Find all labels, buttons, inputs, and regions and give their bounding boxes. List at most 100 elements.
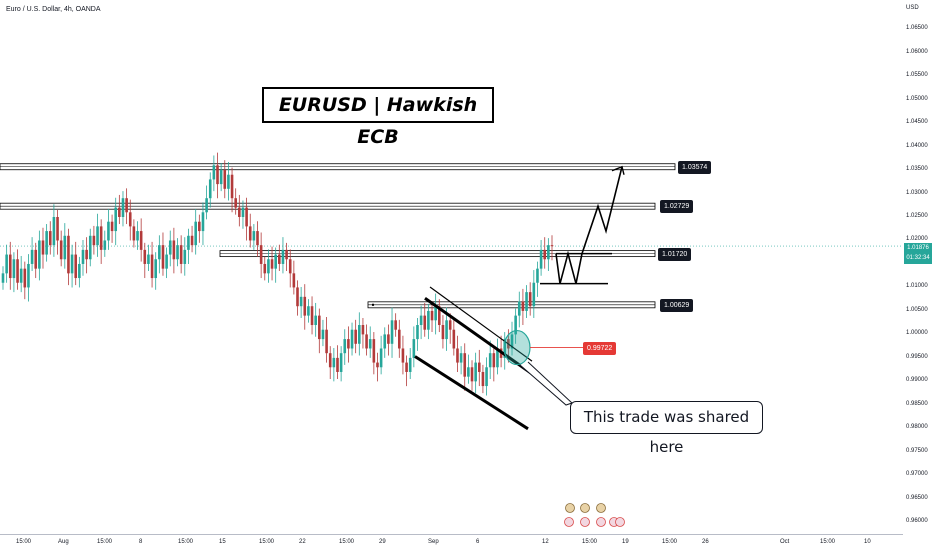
candle-body — [550, 245, 554, 247]
candle-body — [481, 371, 485, 387]
candle-body — [401, 348, 405, 363]
candle-body — [350, 329, 354, 349]
candle-body — [216, 165, 219, 185]
candle-body — [121, 198, 125, 217]
candle-body — [281, 249, 285, 264]
candle-body — [321, 329, 325, 340]
candle-body — [150, 254, 154, 279]
price-tick: 1.05000 — [906, 95, 928, 102]
price-tick: 0.97500 — [906, 447, 928, 454]
price-tick: 1.01000 — [906, 283, 928, 290]
trade-callout: This trade was shared here — [570, 401, 763, 456]
candle-body — [332, 357, 336, 368]
candle-body — [219, 170, 223, 185]
time-axis[interactable]: 15:00 Aug 15:00 8 15:00 15 15:00 22 15:00 29 Sep 6 1… — [0, 534, 903, 551]
price-tick: 0.99000 — [906, 377, 928, 384]
candle-body — [496, 348, 499, 368]
candle-body — [365, 334, 368, 349]
candle-body — [12, 259, 16, 279]
candle-body — [437, 306, 441, 326]
channel-upper-line-thin — [429, 286, 533, 362]
candle-body — [154, 259, 158, 279]
candle-body — [318, 315, 321, 340]
candle-body — [234, 198, 237, 208]
projection-path — [555, 166, 623, 284]
current-price-tag: 1.01876 01:32:34 — [904, 243, 932, 264]
candle-body — [183, 249, 187, 264]
candle-body — [52, 216, 56, 246]
candle-body — [492, 353, 496, 368]
channel-lower-line — [414, 355, 529, 431]
time-tick: 15:00 — [178, 539, 194, 545]
candle-body — [467, 367, 470, 377]
candle-body — [201, 212, 205, 232]
candle-body — [238, 207, 241, 217]
candle-body — [376, 362, 379, 368]
candle-body — [8, 254, 12, 279]
candle-body — [34, 249, 38, 269]
candle-body — [543, 249, 547, 260]
price-tick: 1.00500 — [906, 306, 928, 313]
price-tick: 1.03000 — [906, 189, 928, 196]
candle-body — [408, 357, 412, 372]
time-tick: 26 — [702, 539, 709, 545]
candle-body — [278, 254, 281, 264]
candle-body — [448, 320, 452, 330]
candle-body — [19, 268, 23, 283]
candle-body — [303, 296, 307, 316]
candle-body — [5, 254, 8, 274]
candle-body — [227, 174, 230, 189]
candle-body — [427, 310, 430, 330]
time-tick: 15:00 — [820, 539, 836, 545]
candle-body — [354, 329, 357, 344]
flag-icon — [580, 517, 590, 527]
time-tick: 15:00 — [97, 539, 113, 545]
chart-title-annotation: EURUSD | Hawkish ECB — [262, 87, 494, 148]
current-price-value: 1.01876 — [907, 245, 929, 251]
candle-body — [176, 245, 179, 260]
flag-icon — [615, 517, 625, 527]
candle-body — [56, 216, 59, 241]
candle-body — [463, 353, 467, 377]
candle-body — [485, 367, 488, 387]
candle-body — [208, 179, 212, 199]
candle-body — [125, 198, 128, 213]
candle-body — [288, 259, 292, 274]
candle-body — [136, 231, 139, 241]
candle-body — [536, 268, 539, 283]
candle-body — [248, 226, 252, 241]
candle-body — [372, 339, 376, 363]
candle-body — [114, 207, 118, 232]
price-tick: 1.02500 — [906, 212, 928, 219]
candle-countdown: 01:32:34 — [906, 255, 930, 261]
candle-body — [274, 254, 277, 269]
time-tick: 15:00 — [339, 539, 355, 545]
candle-body — [194, 221, 197, 246]
candle-body — [99, 226, 103, 250]
time-tick: 15:00 — [16, 539, 32, 545]
candle-body — [328, 353, 332, 368]
candle-body — [419, 315, 423, 326]
candle-body — [514, 315, 517, 335]
candle-body — [241, 207, 245, 217]
candle-body — [70, 254, 74, 274]
flag-icon — [564, 517, 574, 527]
candle-body — [405, 362, 408, 372]
candle-body — [168, 240, 172, 255]
candle-body — [336, 357, 339, 372]
candle-body — [517, 301, 521, 316]
candle-body — [325, 329, 328, 354]
candle-body — [88, 235, 92, 260]
candle-body — [339, 353, 343, 372]
candle-body — [477, 362, 481, 372]
candle-body — [270, 259, 274, 269]
candle-body — [147, 254, 150, 264]
candle-body — [263, 263, 267, 274]
price-axis[interactable]: USD 1.06500 1.06000 1.05500 1.05000 1.04500 1… — [903, 0, 932, 550]
candle-body — [128, 212, 132, 227]
candle-body — [358, 325, 361, 344]
candle-body — [190, 235, 194, 246]
projection-arrowhead — [611, 165, 625, 175]
